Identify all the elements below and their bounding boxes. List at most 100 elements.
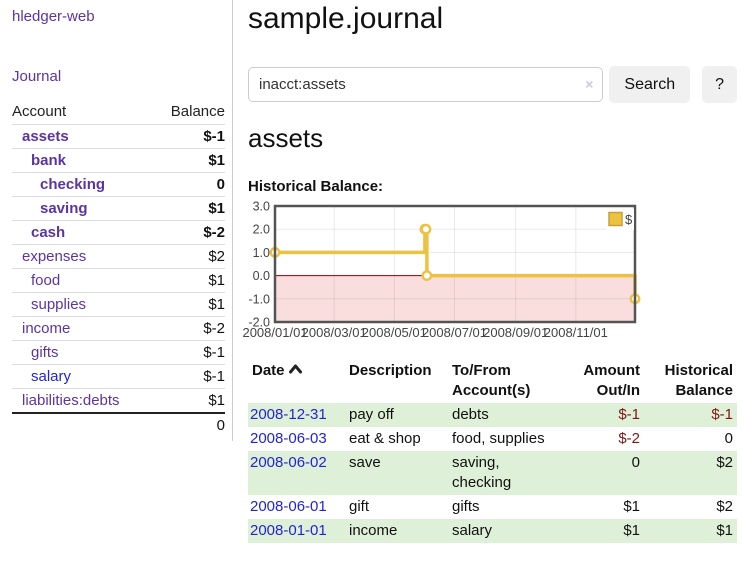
account-balance: $1 xyxy=(153,388,225,413)
y-tick-label: 3.0 xyxy=(253,200,270,214)
account-link-gifts[interactable]: gifts xyxy=(31,344,59,361)
x-tick-label: 2008/05/01 xyxy=(362,325,427,340)
sort-ascending-icon xyxy=(288,364,302,374)
y-tick-label: -2.0 xyxy=(248,316,270,330)
account-row: salary $-1 xyxy=(12,364,225,389)
clear-search-icon[interactable]: × xyxy=(585,76,594,92)
transaction-date-link[interactable]: 2008-06-01 xyxy=(250,498,327,515)
account-link-saving[interactable]: saving xyxy=(40,200,88,217)
register-header-accounts: To/From Account(s) xyxy=(452,362,531,399)
register-header-date: Date xyxy=(248,359,345,403)
account-row: bank $1 xyxy=(12,148,225,173)
chart-border xyxy=(273,204,637,324)
account-row: assets $-1 xyxy=(12,124,225,149)
legend-swatch xyxy=(608,211,623,227)
register-table: Date Description To/From Account(s) Amou… xyxy=(248,359,737,543)
account-row: food $1 xyxy=(12,268,225,293)
account-row: gifts $-1 xyxy=(12,340,225,365)
historical-balance-chart[interactable]: $3.0 2.0 1.0 0.0 -1.0 -2.02008/01/012008/03/0… xyxy=(242,199,688,345)
account-row: cash $-2 xyxy=(12,220,225,245)
y-tick-label: 1.0 xyxy=(253,246,270,260)
help-button[interactable]: ? xyxy=(702,66,737,103)
transaction-date-link[interactable]: 2008-12-31 xyxy=(250,406,327,423)
account-link-food[interactable]: food xyxy=(31,272,61,289)
register-header-balance: Historical Balance xyxy=(664,362,733,399)
chart-title: Historical Balance: xyxy=(248,178,384,195)
y-tick-label: 0.0 xyxy=(253,269,270,283)
sidebar-item-journal[interactable]: Journal xyxy=(12,68,62,85)
y-tick-label: 2.0 xyxy=(253,223,270,237)
account-link-liabilities-debts[interactable]: liabilities:debts xyxy=(22,392,120,409)
transaction-accounts: saving, checking xyxy=(452,454,512,491)
transaction-balance: $2 xyxy=(716,454,733,471)
transaction-balance: $2 xyxy=(716,498,733,515)
data-point-marker xyxy=(420,223,432,235)
transaction-row: 2008-06-03 eat & shop food, supplies $-2 0 xyxy=(248,427,737,451)
account-balance: $-1 xyxy=(153,364,225,389)
transaction-row: 2008-12-31 pay off debts $-1 $-1 xyxy=(248,403,737,427)
x-tick-label: 2008/11/01 xyxy=(544,325,608,340)
legend-label: $ xyxy=(625,212,633,227)
accounts-total-row: 0 xyxy=(12,412,225,437)
account-balance: $-2 xyxy=(153,220,225,245)
account-link-checking[interactable]: checking xyxy=(40,176,106,193)
search-bar: × Search ? xyxy=(248,66,737,103)
transaction-balance: 0 xyxy=(724,430,733,447)
transaction-date-link[interactable]: 2008-01-01 xyxy=(250,522,327,539)
transaction-balance: $-1 xyxy=(711,406,733,423)
x-tick-label: 2008/09/01 xyxy=(483,325,548,340)
account-balance: $1 xyxy=(153,268,225,293)
page-title: sample.journal xyxy=(248,2,444,35)
transaction-description: gift xyxy=(349,498,370,515)
transaction-accounts: debts xyxy=(452,406,489,423)
account-balance: $-1 xyxy=(153,340,225,365)
accounts-header-account: Account xyxy=(12,103,67,120)
register-header-amount: Amount Out/In xyxy=(583,362,640,399)
transaction-description: income xyxy=(349,522,398,539)
account-link-cash[interactable]: cash xyxy=(31,224,66,241)
brand-link[interactable]: hledger-web xyxy=(12,8,95,25)
account-row: expenses $2 xyxy=(12,244,225,269)
account-link-supplies[interactable]: supplies xyxy=(31,296,87,313)
transaction-date-link[interactable]: 2008-06-02 xyxy=(250,454,327,471)
x-tick-label: 2008/03/01 xyxy=(302,325,367,340)
account-heading: assets xyxy=(248,123,324,153)
account-row: saving $1 xyxy=(12,196,225,221)
transaction-row: 2008-06-02 save saving, checking 0 $2 xyxy=(248,451,737,495)
account-row: supplies $1 xyxy=(12,292,225,317)
transaction-amount: $1 xyxy=(623,498,640,515)
account-link-assets[interactable]: assets xyxy=(22,128,69,145)
account-balance: $1 xyxy=(153,196,225,221)
account-link-income[interactable]: income xyxy=(22,320,71,337)
accounts-total-value: 0 xyxy=(153,412,225,437)
negative-region xyxy=(275,275,635,322)
accounts-header-balance: Balance xyxy=(170,103,225,120)
main-content: sample.journal × Search ? assets Histori… xyxy=(242,0,737,543)
transaction-description: pay off xyxy=(349,406,394,423)
transaction-accounts: salary xyxy=(452,522,493,539)
account-balance: $1 xyxy=(153,148,225,173)
transaction-description: eat & shop xyxy=(349,430,421,447)
sidebar: hledger-web Journal Account Balance asse… xyxy=(0,0,233,441)
transaction-date-link[interactable]: 2008-06-03 xyxy=(250,430,327,447)
register-header-description: Description xyxy=(349,362,432,379)
account-link-expenses[interactable]: expenses xyxy=(22,248,87,265)
account-link-salary[interactable]: salary xyxy=(31,368,72,385)
search-button[interactable]: Search xyxy=(609,66,691,103)
transaction-amount: $-2 xyxy=(618,430,640,447)
transaction-row: 2008-06-01 gift gifts $1 $2 xyxy=(248,495,737,519)
transaction-accounts: food, supplies xyxy=(452,430,545,447)
account-row: checking 0 xyxy=(12,172,225,197)
account-balance: 0 xyxy=(153,172,225,197)
x-tick-label: 2008/07/01 xyxy=(422,325,487,340)
transaction-row: 2008-01-01 income salary $1 $1 xyxy=(248,519,737,543)
account-row: income $-2 xyxy=(12,316,225,341)
account-balance: $2 xyxy=(153,244,225,269)
transaction-amount: $-1 xyxy=(618,406,640,423)
transaction-accounts: gifts xyxy=(452,498,480,515)
account-balance: $-2 xyxy=(153,316,225,341)
account-link-bank[interactable]: bank xyxy=(31,152,67,169)
search-input[interactable] xyxy=(248,67,604,102)
transaction-balance: $1 xyxy=(716,522,733,539)
x-tick-label: 2008/01/01 xyxy=(242,325,307,340)
